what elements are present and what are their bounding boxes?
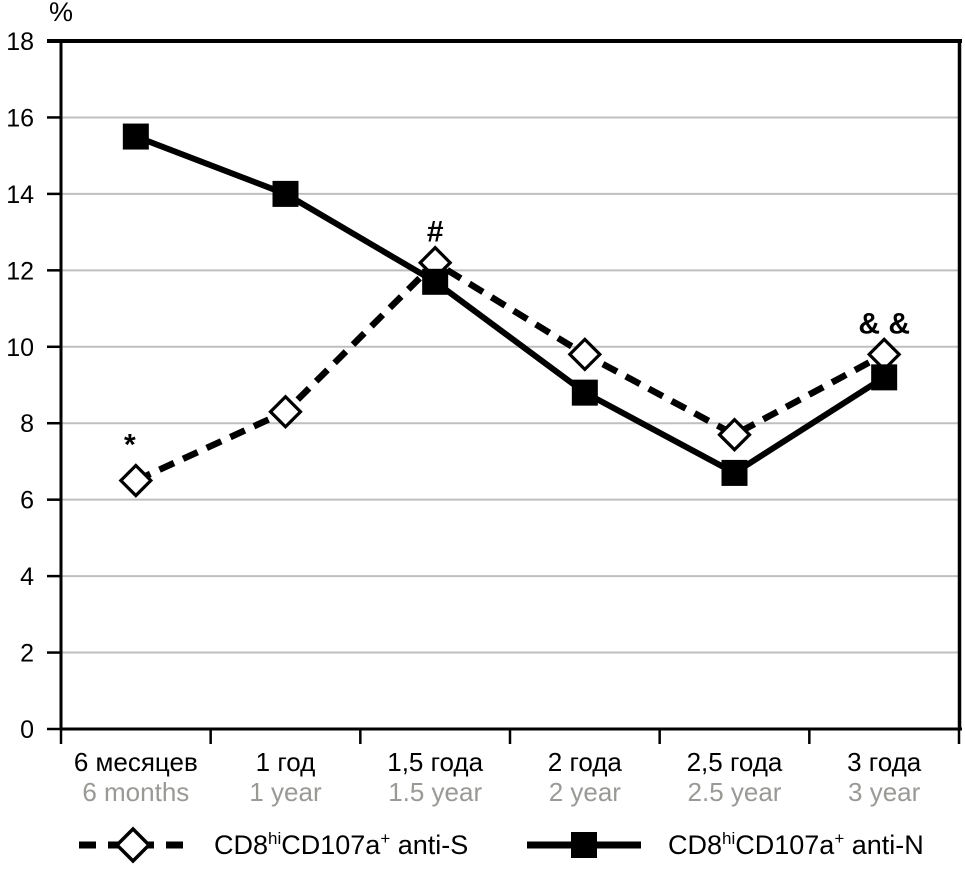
legend-label-anti-n: CD8hiCD107a+ anti-N xyxy=(668,830,924,861)
x-category-label-ru: 6 месяцев xyxy=(74,747,198,777)
legend-label-anti-s: CD8hiCD107a+ anti-S xyxy=(214,830,468,861)
series-group xyxy=(118,123,902,498)
annotation-star: * xyxy=(124,429,136,462)
y-tick-label: 16 xyxy=(6,104,34,132)
y-tick-label: 4 xyxy=(20,563,34,591)
legend-superscript: hi xyxy=(268,828,282,848)
x-category-label-ru: 2 года xyxy=(548,747,623,777)
legend-superscript: hi xyxy=(722,828,736,848)
y-tick-labels-group: 0 2 4 6 8 10 12 14 16 18 xyxy=(6,28,34,744)
legend-text: CD107a xyxy=(735,829,835,860)
y-tick-label: 10 xyxy=(6,334,34,362)
legend-text: CD8 xyxy=(214,829,269,860)
marker-filled-square xyxy=(422,268,449,295)
y-tick-label: 18 xyxy=(6,28,34,56)
marker-open-diamond xyxy=(567,337,603,372)
legend-text: CD107a xyxy=(281,829,381,860)
marker-open-diamond xyxy=(268,394,303,430)
gridlines-group xyxy=(61,116,959,654)
y-tick-label: 6 xyxy=(20,487,34,515)
y-tick-label: 0 xyxy=(20,716,34,744)
annotations-group: * # & & xyxy=(124,216,910,462)
y-axis-unit-label: % xyxy=(49,0,73,27)
annotation-ampersands: & & xyxy=(858,307,910,340)
series-line-anti-s xyxy=(134,258,886,484)
y-tick-label: 8 xyxy=(20,410,34,438)
y-tick-label: 14 xyxy=(6,181,34,209)
x-category-label-ru: 1 год xyxy=(256,747,316,777)
legend-superscript: + xyxy=(380,828,391,848)
chart-legend: CD8hiCD107a+ anti-S CD8hiCD107a+ anti-N xyxy=(0,816,965,874)
marker-open-diamond xyxy=(717,417,752,452)
x-category-label-en: 3 year xyxy=(848,777,921,807)
legend-text: CD8 xyxy=(668,829,723,860)
legend-filled-square-marker xyxy=(571,832,597,858)
legend-text: anti-N xyxy=(844,829,924,860)
marker-filled-square xyxy=(871,364,898,391)
y-tick-label: 12 xyxy=(6,257,34,285)
marker-filled-square xyxy=(721,459,748,486)
marker-filled-square xyxy=(272,180,299,207)
y-tick-label: 2 xyxy=(20,640,34,668)
x-category-label-en: 2 year xyxy=(549,777,622,807)
axes-group xyxy=(47,39,962,744)
legend-superscript: + xyxy=(834,828,845,848)
marker-open-diamond xyxy=(118,463,154,498)
dashed-line-diamond-icon xyxy=(79,826,187,864)
x-category-label-ru: 3 года xyxy=(847,747,922,777)
marker-filled-square xyxy=(571,379,598,406)
series-line-anti-n xyxy=(134,133,886,477)
legend-text: anti-S xyxy=(390,829,469,860)
marker-filled-square xyxy=(122,123,149,150)
legend-item-anti-n: CD8hiCD107a+ anti-N xyxy=(524,816,924,874)
x-category-label-en: 6 months xyxy=(82,777,189,807)
legend-item-anti-s: CD8hiCD107a+ anti-S xyxy=(76,816,468,874)
x-category-label-ru: 1,5 года xyxy=(387,747,483,777)
x-category-label-ru: 2,5 года xyxy=(687,747,783,777)
legend-open-diamond-marker xyxy=(114,826,152,864)
x-category-label-en: 1 year xyxy=(249,777,322,807)
x-category-label-en: 1.5 year xyxy=(388,777,482,807)
solid-line-square-icon xyxy=(527,832,641,858)
x-category-label-en: 2.5 year xyxy=(688,777,782,807)
annotation-hash: # xyxy=(427,216,444,249)
